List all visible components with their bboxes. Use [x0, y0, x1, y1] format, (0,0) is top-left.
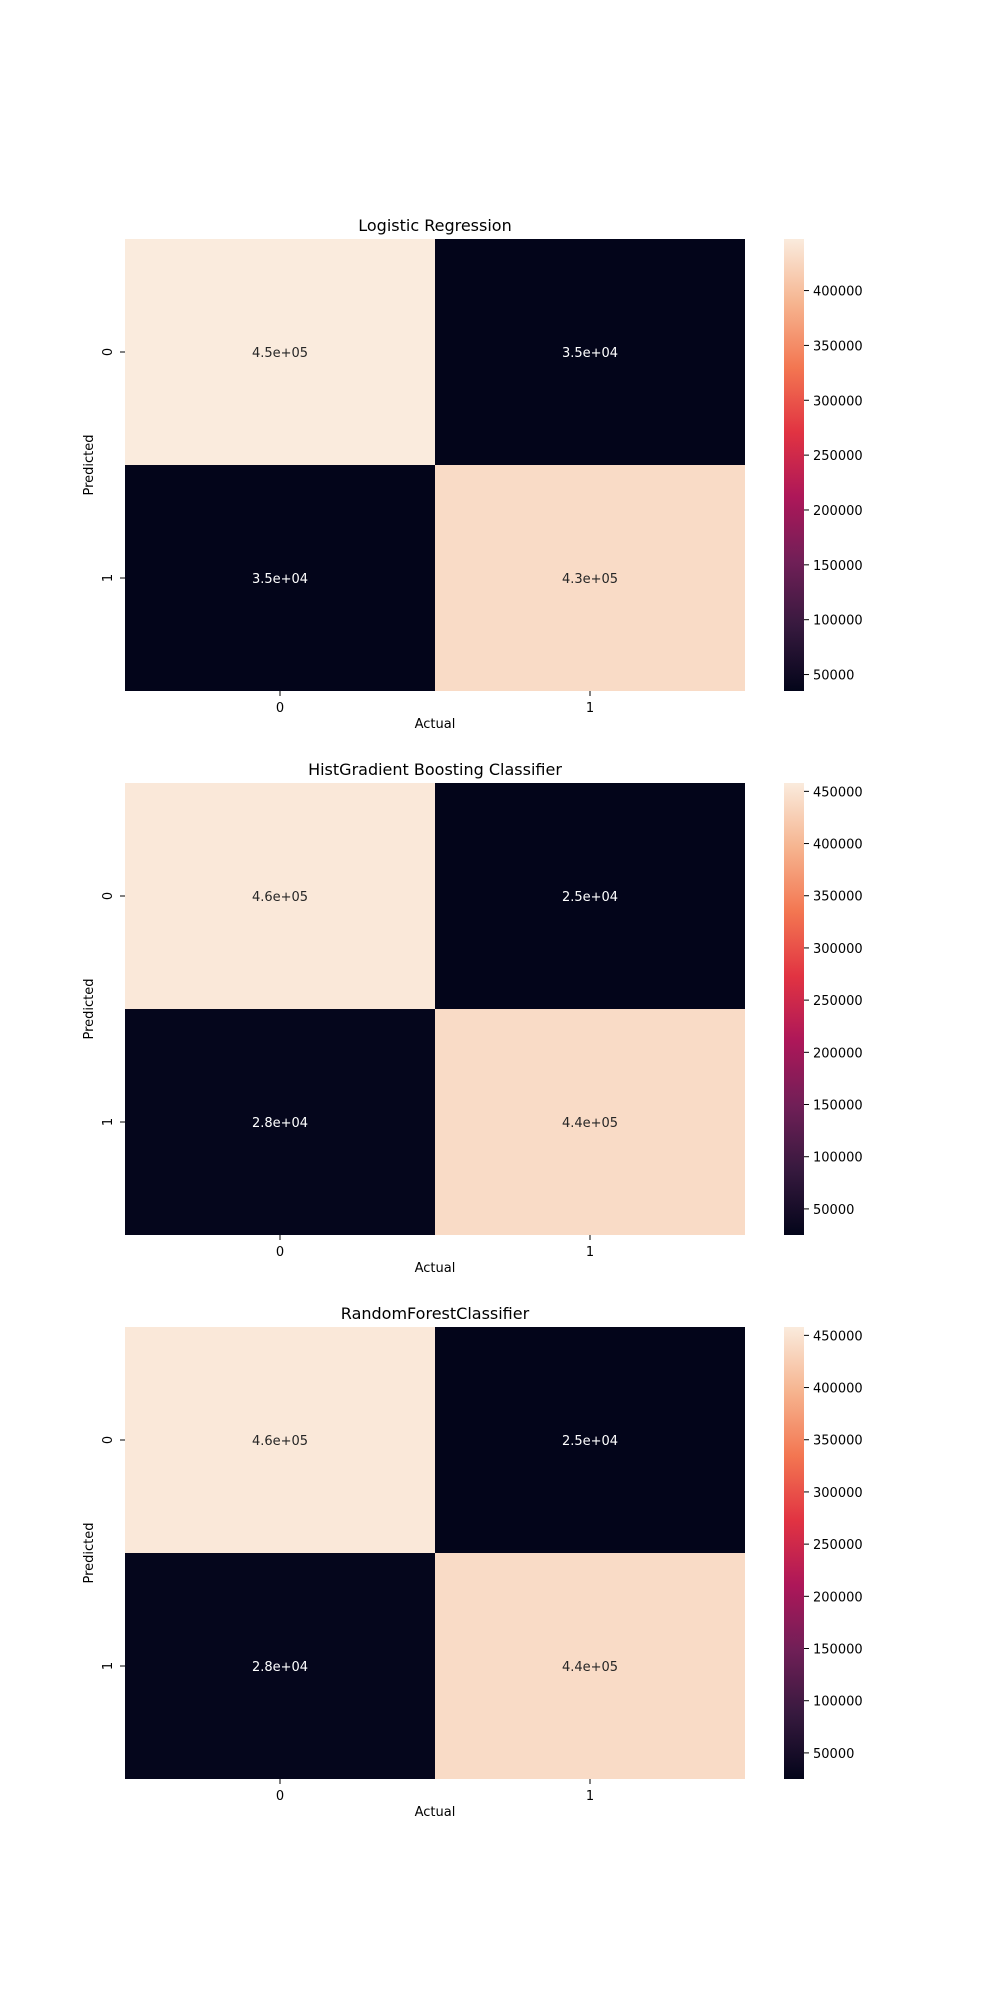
colorbar-tick-label: 350000 — [813, 1434, 863, 1449]
heatmap-cell — [125, 239, 435, 465]
chart-title: HistGradient Boosting Classifier — [308, 760, 562, 779]
y-axis-label: Predicted — [82, 1522, 97, 1583]
colorbar — [784, 1327, 804, 1779]
heatmap-cell — [435, 1327, 745, 1553]
chart-title: Logistic Regression — [358, 216, 511, 235]
cell-annotation: 3.5e+04 — [252, 572, 308, 587]
cell-annotation: 4.4e+05 — [562, 1116, 618, 1131]
colorbar-tick-label: 300000 — [813, 394, 863, 409]
heatmap-cell — [125, 1009, 435, 1235]
cell-annotation: 2.5e+04 — [562, 890, 618, 905]
chart-title: RandomForestClassifier — [341, 1304, 530, 1323]
colorbar-tick-label: 450000 — [813, 1329, 863, 1344]
heatmap-cell — [435, 239, 745, 465]
cell-annotation: 4.5e+05 — [252, 346, 308, 361]
x-tick-label: 0 — [276, 701, 284, 716]
colorbar-tick-label: 100000 — [813, 1695, 863, 1710]
x-tick-label: 1 — [586, 1789, 594, 1804]
colorbar-tick-label: 250000 — [813, 449, 863, 464]
x-tick-label: 0 — [276, 1789, 284, 1804]
colorbar-tick-label: 400000 — [813, 285, 863, 300]
colorbar-tick-label: 250000 — [813, 1538, 863, 1553]
y-tick-label: 0 — [101, 348, 116, 356]
y-tick-label: 0 — [101, 892, 116, 900]
colorbar-tick-label: 200000 — [813, 1590, 863, 1605]
heatmap-cell — [435, 1009, 745, 1235]
colorbar-tick-label: 450000 — [813, 785, 863, 800]
heatmap-cell — [435, 465, 745, 691]
cell-annotation: 2.8e+04 — [252, 1660, 308, 1675]
colorbar-tick-label: 350000 — [813, 339, 863, 354]
x-axis-label: Actual — [415, 1805, 456, 1820]
x-tick-label: 1 — [586, 1245, 594, 1260]
heatmap-cell — [125, 783, 435, 1009]
heatmap-cell — [435, 1553, 745, 1779]
heatmap-cell — [125, 1327, 435, 1553]
x-tick-label: 1 — [586, 701, 594, 716]
colorbar — [784, 239, 804, 691]
x-axis-label: Actual — [415, 717, 456, 732]
x-tick-label: 0 — [276, 1245, 284, 1260]
colorbar-tick-label: 50000 — [813, 669, 854, 684]
colorbar-tick-label: 150000 — [813, 1643, 863, 1658]
y-tick-label: 1 — [101, 574, 116, 582]
cell-annotation: 4.4e+05 — [562, 1660, 618, 1675]
y-tick-label: 0 — [101, 1436, 116, 1444]
heatmap-cell — [125, 465, 435, 691]
y-axis-label: Predicted — [82, 434, 97, 495]
colorbar-tick-label: 50000 — [813, 1203, 854, 1218]
cell-annotation: 3.5e+04 — [562, 346, 618, 361]
colorbar-tick-label: 200000 — [813, 504, 863, 519]
colorbar-tick-label: 150000 — [813, 559, 863, 574]
y-tick-label: 1 — [101, 1118, 116, 1126]
cell-annotation: 2.5e+04 — [562, 1434, 618, 1449]
heatmap-cell — [125, 1553, 435, 1779]
cell-annotation: 4.6e+05 — [252, 890, 308, 905]
x-axis-label: Actual — [415, 1261, 456, 1276]
colorbar — [784, 783, 804, 1235]
y-tick-label: 1 — [101, 1662, 116, 1670]
colorbar-tick-label: 250000 — [813, 994, 863, 1009]
colorbar-tick-label: 300000 — [813, 1486, 863, 1501]
colorbar-tick-label: 150000 — [813, 1099, 863, 1114]
cell-annotation: 4.6e+05 — [252, 1434, 308, 1449]
y-axis-label: Predicted — [82, 978, 97, 1039]
cell-annotation: 4.3e+05 — [562, 572, 618, 587]
heatmap-cell — [435, 783, 745, 1009]
colorbar-tick-label: 400000 — [813, 1382, 863, 1397]
colorbar-tick-label: 100000 — [813, 614, 863, 629]
colorbar-tick-label: 300000 — [813, 942, 863, 957]
colorbar-tick-label: 100000 — [813, 1151, 863, 1166]
colorbar-tick-label: 400000 — [813, 838, 863, 853]
colorbar-tick-label: 350000 — [813, 890, 863, 905]
cell-annotation: 2.8e+04 — [252, 1116, 308, 1131]
colorbar-tick-label: 50000 — [813, 1747, 854, 1762]
colorbar-tick-label: 200000 — [813, 1046, 863, 1061]
